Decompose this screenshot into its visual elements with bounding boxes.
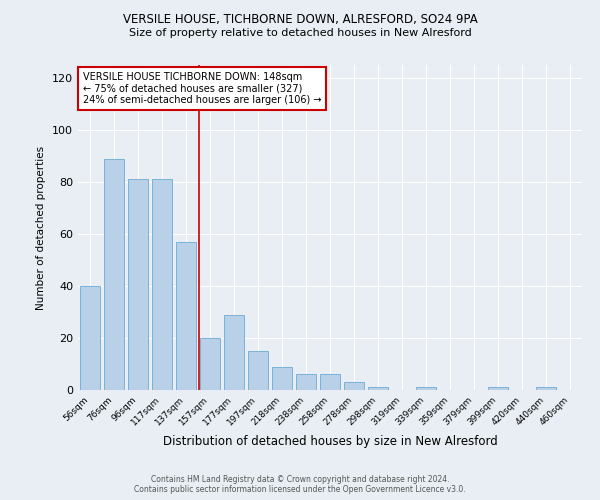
Text: VERSILE HOUSE TICHBORNE DOWN: 148sqm
← 75% of detached houses are smaller (327)
: VERSILE HOUSE TICHBORNE DOWN: 148sqm ← 7… xyxy=(83,72,322,104)
Bar xyxy=(320,374,340,390)
Bar xyxy=(344,382,364,390)
Text: Contains HM Land Registry data © Crown copyright and database right 2024.: Contains HM Land Registry data © Crown c… xyxy=(151,475,449,484)
Bar xyxy=(224,314,244,390)
Bar xyxy=(272,366,292,390)
Bar xyxy=(248,351,268,390)
Y-axis label: Number of detached properties: Number of detached properties xyxy=(37,146,46,310)
Bar xyxy=(176,242,196,390)
Bar xyxy=(80,286,100,390)
Bar xyxy=(536,388,556,390)
Text: VERSILE HOUSE, TICHBORNE DOWN, ALRESFORD, SO24 9PA: VERSILE HOUSE, TICHBORNE DOWN, ALRESFORD… xyxy=(122,12,478,26)
Bar xyxy=(368,388,388,390)
Text: Size of property relative to detached houses in New Alresford: Size of property relative to detached ho… xyxy=(128,28,472,38)
Bar xyxy=(200,338,220,390)
Bar xyxy=(128,180,148,390)
Text: Contains public sector information licensed under the Open Government Licence v3: Contains public sector information licen… xyxy=(134,485,466,494)
X-axis label: Distribution of detached houses by size in New Alresford: Distribution of detached houses by size … xyxy=(163,436,497,448)
Bar xyxy=(104,158,124,390)
Bar xyxy=(296,374,316,390)
Bar xyxy=(416,388,436,390)
Bar xyxy=(152,180,172,390)
Bar xyxy=(488,388,508,390)
